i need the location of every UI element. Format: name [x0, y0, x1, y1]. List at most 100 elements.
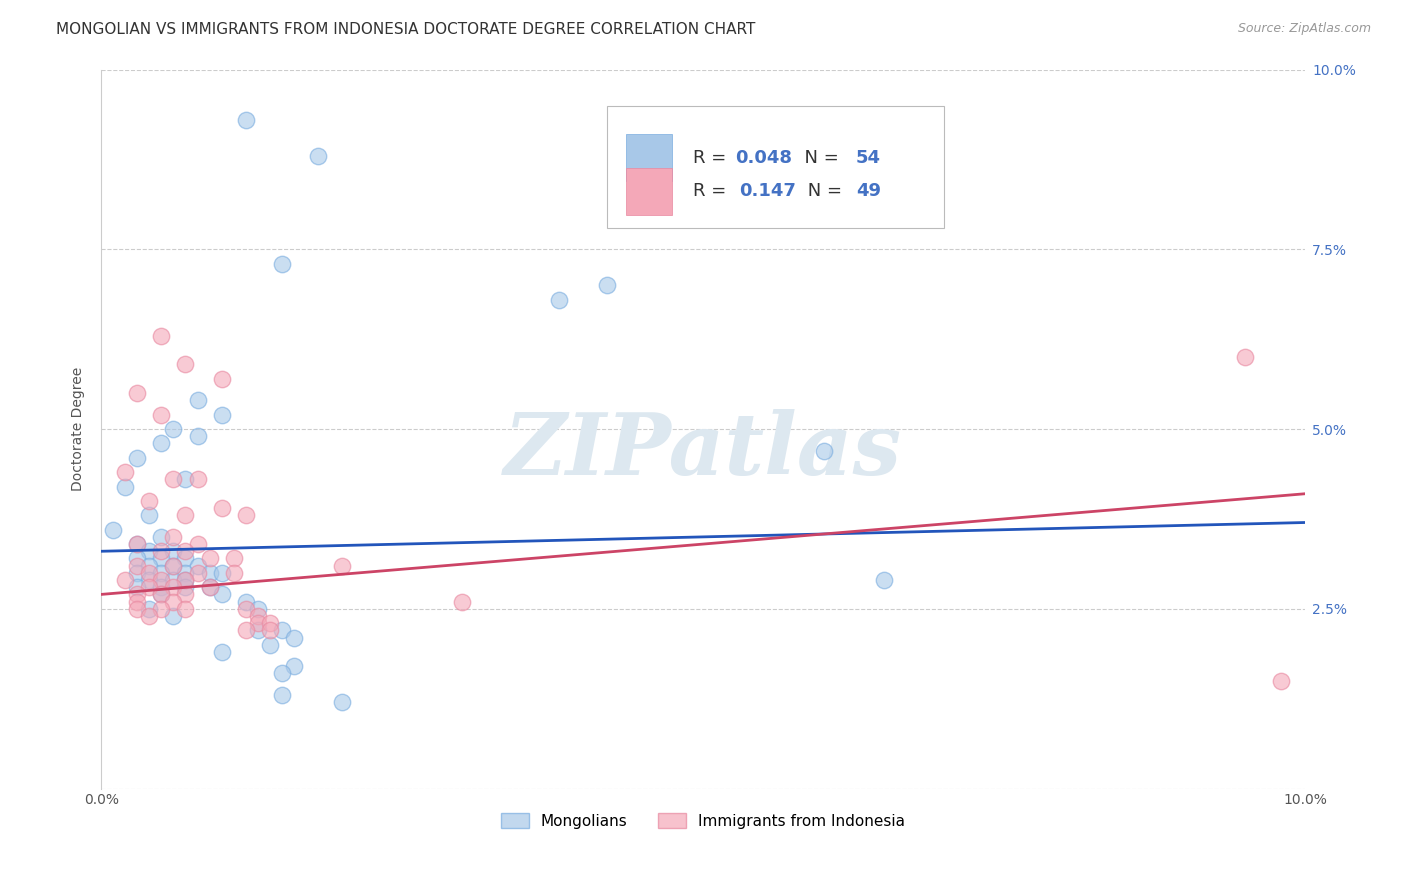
Point: [138, 573, 160, 587]
Point: [259, 616, 281, 631]
Point: [174, 573, 197, 587]
Point: [162, 580, 184, 594]
Point: [114, 573, 136, 587]
Point: [259, 624, 281, 638]
Point: [222, 551, 245, 566]
Point: [235, 624, 257, 638]
Point: [813, 443, 835, 458]
Point: [150, 436, 173, 450]
Point: [246, 601, 269, 615]
Point: [162, 594, 184, 608]
Point: [235, 594, 257, 608]
Point: [162, 472, 184, 486]
Point: [186, 472, 208, 486]
Point: [127, 537, 149, 551]
Point: [103, 523, 125, 537]
Text: Source: ZipAtlas.com: Source: ZipAtlas.com: [1237, 22, 1371, 36]
Point: [211, 645, 233, 659]
Point: [186, 558, 208, 573]
Point: [330, 695, 353, 709]
Text: N =: N =: [793, 149, 845, 167]
Point: [198, 551, 221, 566]
Point: [138, 601, 160, 615]
Point: [235, 112, 257, 127]
Point: [138, 609, 160, 624]
Point: [186, 393, 208, 408]
Point: [150, 601, 173, 615]
Point: [246, 616, 269, 631]
Legend: Mongolians, Immigrants from Indonesia: Mongolians, Immigrants from Indonesia: [495, 806, 911, 835]
Point: [174, 587, 197, 601]
Point: [211, 566, 233, 580]
Point: [127, 580, 149, 594]
Text: MONGOLIAN VS IMMIGRANTS FROM INDONESIA DOCTORATE DEGREE CORRELATION CHART: MONGOLIAN VS IMMIGRANTS FROM INDONESIA D…: [56, 22, 755, 37]
Point: [211, 501, 233, 516]
Point: [150, 580, 173, 594]
Y-axis label: Doctorate Degree: Doctorate Degree: [72, 367, 86, 491]
Point: [270, 688, 292, 702]
Point: [174, 573, 197, 587]
Text: N =: N =: [801, 183, 848, 201]
Point: [211, 408, 233, 422]
Point: [150, 587, 173, 601]
Point: [283, 659, 305, 673]
Point: [222, 566, 245, 580]
Point: [174, 508, 197, 523]
Point: [162, 422, 184, 436]
Point: [259, 638, 281, 652]
Point: [162, 558, 184, 573]
Point: [150, 544, 173, 558]
Point: [138, 544, 160, 558]
Point: [127, 537, 149, 551]
Text: 54: 54: [856, 149, 882, 167]
Point: [174, 601, 197, 615]
Point: [150, 566, 173, 580]
Point: [270, 666, 292, 681]
Point: [162, 544, 184, 558]
Point: [127, 450, 149, 465]
Point: [211, 372, 233, 386]
Point: [127, 587, 149, 601]
Point: [127, 594, 149, 608]
Point: [127, 551, 149, 566]
Text: 0.147: 0.147: [740, 183, 796, 201]
Point: [127, 566, 149, 580]
Point: [174, 580, 197, 594]
Point: [174, 566, 197, 580]
Point: [150, 587, 173, 601]
Point: [114, 465, 136, 479]
Point: [1270, 673, 1292, 688]
Point: [596, 278, 619, 293]
Point: [270, 624, 292, 638]
Point: [174, 551, 197, 566]
Point: [138, 494, 160, 508]
Point: [283, 631, 305, 645]
Point: [1233, 350, 1256, 364]
Point: [198, 580, 221, 594]
Point: [873, 573, 896, 587]
Point: [162, 530, 184, 544]
Point: [150, 530, 173, 544]
Point: [138, 508, 160, 523]
Point: [235, 601, 257, 615]
Text: 0.048: 0.048: [735, 149, 793, 167]
Point: [174, 472, 197, 486]
Point: [198, 580, 221, 594]
FancyBboxPatch shape: [626, 168, 672, 215]
Point: [138, 580, 160, 594]
Point: [150, 551, 173, 566]
Point: [162, 558, 184, 573]
Point: [127, 601, 149, 615]
Point: [162, 609, 184, 624]
Point: [246, 624, 269, 638]
Point: [150, 573, 173, 587]
Text: ZIPatlas: ZIPatlas: [505, 409, 903, 492]
Point: [235, 508, 257, 523]
Point: [150, 408, 173, 422]
Point: [127, 386, 149, 401]
Point: [174, 357, 197, 371]
Point: [330, 558, 353, 573]
Point: [246, 609, 269, 624]
Point: [138, 558, 160, 573]
Point: [114, 479, 136, 493]
